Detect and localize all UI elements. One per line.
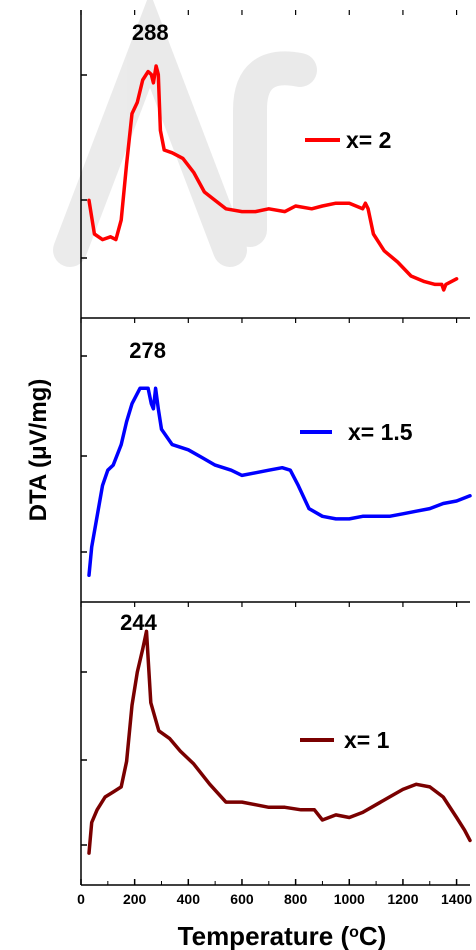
x-tick-label-1400: 1400: [441, 891, 472, 907]
peak-label-3: 244: [120, 610, 157, 635]
x-tick-label-800: 800: [284, 891, 308, 907]
chart-series: [87, 64, 472, 855]
series-line-1: [87, 64, 459, 292]
legend-label-1: x= 2: [346, 127, 391, 153]
x-axis-label-sup: o: [349, 924, 359, 941]
x-tick-label-400: 400: [177, 891, 201, 907]
x-axis-label-main: Temperature (: [178, 921, 350, 950]
y-axis-label: DTA (μV/mg): [25, 379, 52, 522]
peak-label-2: 278: [129, 338, 166, 363]
x-axis-label: Temperature (oC): [178, 921, 387, 950]
legend-label-3: x= 1: [344, 727, 390, 753]
x-tick-label-200: 200: [123, 891, 147, 907]
peak-label-1: 288: [132, 20, 169, 45]
chart-labels: 0 200 400 600 800 1000 1200 1400 288 x= 2 278 x= 1.…: [77, 20, 472, 907]
series-line-3: [87, 629, 472, 855]
x-axis-label-end: C): [359, 921, 386, 950]
x-tick-label-1000: 1000: [334, 891, 365, 907]
axis-ticks: [80, 10, 458, 885]
panel-frames: [80, 10, 470, 886]
x-tick-label-1200: 1200: [387, 891, 418, 907]
x-tick-label-0: 0: [77, 891, 85, 907]
watermark-stroke: [53, 0, 317, 267]
series-line-2: [87, 386, 472, 577]
x-tick-label-600: 600: [230, 891, 254, 907]
legend-label-2: x= 1.5: [348, 419, 413, 445]
